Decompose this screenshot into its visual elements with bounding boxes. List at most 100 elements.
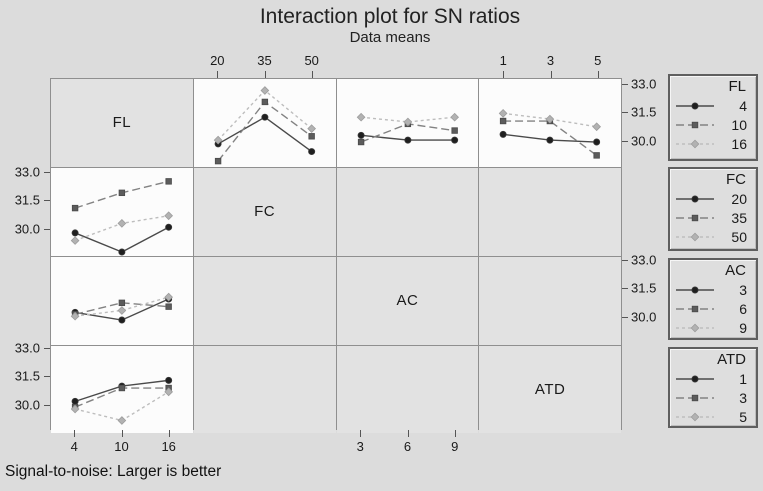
y-axis-label-right: 31.5 — [631, 104, 657, 120]
x-axis-label-top: 20 — [210, 53, 225, 68]
x-axis-tick — [503, 71, 505, 78]
panel-FL-vs-AC — [336, 79, 479, 167]
chart-title: Interaction plot for SN ratios — [259, 5, 521, 28]
panel-ATD-vs-FL — [51, 345, 193, 434]
legend-item: 5 — [674, 407, 750, 426]
x-axis-label-bottom: 9 — [451, 439, 459, 454]
y-axis-tick — [44, 171, 50, 173]
x-axis-tick — [168, 430, 170, 437]
empty-cell — [336, 167, 479, 256]
legend-item-label: 6 — [739, 300, 747, 317]
x-axis-tick — [360, 430, 362, 437]
panel-FC-vs-FL — [51, 167, 193, 256]
diagonal-cell-AC: AC — [336, 256, 479, 345]
legend-line-sample-icon — [676, 286, 714, 293]
diagonal-cell-FC: FC — [193, 167, 336, 256]
x-axis-label-bottom: 16 — [161, 439, 176, 454]
legend-title: FC — [726, 171, 746, 188]
x-axis-tick — [597, 71, 599, 78]
x-axis-tick — [264, 71, 266, 78]
legend-item-label: 35 — [731, 209, 747, 226]
legend-item: 3 — [674, 388, 750, 407]
x-axis-label-top: 1 — [499, 53, 507, 68]
legend-item: 50 — [674, 227, 750, 246]
y-axis-label-right: 30.0 — [631, 309, 657, 325]
legend-item-label: 20 — [731, 190, 747, 207]
x-axis-label-top: 5 — [594, 53, 602, 68]
legend-item: 20 — [674, 189, 750, 208]
legend-item: 4 — [674, 96, 750, 115]
legend-line-sample-icon — [676, 394, 714, 401]
legend-item: 9 — [674, 318, 750, 337]
x-axis-label-bottom: 3 — [356, 439, 364, 454]
y-axis-label-left: 31.5 — [14, 368, 40, 384]
legend-item-label: 3 — [739, 281, 747, 298]
empty-cell — [336, 345, 479, 434]
y-axis-tick — [622, 288, 628, 290]
y-axis-tick — [622, 112, 628, 114]
legend-item: 3 — [674, 280, 750, 299]
y-axis-label-left: 33.0 — [14, 164, 40, 180]
legend-ATD: ATD 1 3 5 — [668, 347, 758, 428]
x-axis-tick — [550, 71, 552, 78]
legend-line-sample-icon — [676, 139, 714, 148]
y-axis-label-right: 33.0 — [631, 252, 657, 268]
y-axis-tick — [622, 259, 628, 261]
y-axis-label-right: 33.0 — [631, 76, 657, 92]
x-axis-label-bottom: 6 — [403, 439, 412, 454]
x-axis-label-top: 50 — [304, 53, 319, 68]
factor-label: AC — [396, 292, 419, 310]
legend-line-sample-icon — [676, 121, 714, 128]
panel-FL-vs-ATD — [479, 79, 621, 167]
y-axis-tick — [622, 141, 628, 143]
legend-item: 35 — [674, 208, 750, 227]
x-axis-tick — [454, 430, 456, 437]
empty-cell — [193, 256, 336, 345]
legend-title: FL — [728, 78, 746, 95]
y-axis-label-left: 31.5 — [14, 192, 40, 208]
y-axis-tick — [44, 347, 50, 349]
x-axis-label-top: 3 — [546, 53, 555, 68]
legend-item-label: 3 — [739, 389, 747, 406]
legend-title: ATD — [717, 351, 746, 368]
legend-item-label: 9 — [739, 319, 747, 336]
y-axis-label-right: 31.5 — [631, 280, 657, 296]
x-axis-label-bottom: 4 — [70, 439, 78, 454]
y-axis-label-left: 30.0 — [14, 221, 40, 237]
interaction-lines-AC-vs-FL — [70, 292, 174, 324]
legend-item-label: 16 — [731, 135, 747, 152]
x-axis-tick — [407, 430, 409, 437]
legend-title: AC — [725, 262, 746, 279]
y-axis-tick — [622, 317, 628, 319]
panel-AC-vs-FL — [51, 256, 193, 345]
y-axis-tick — [44, 405, 50, 407]
legend-line-sample-icon — [676, 323, 714, 332]
x-axis-tick — [121, 430, 123, 437]
legend-line-sample-icon — [676, 305, 714, 312]
chart-subtitle: Data means — [349, 29, 431, 46]
diagonal-cell-FL: FL — [51, 79, 193, 167]
legend-line-sample-icon — [676, 214, 714, 221]
y-axis-tick — [44, 229, 50, 231]
interaction-lines-FC-vs-FL — [70, 178, 174, 256]
x-axis-label-bottom: 10 — [114, 439, 129, 454]
y-axis-tick — [44, 200, 50, 202]
legend-item-label: 10 — [731, 116, 747, 133]
empty-cell — [193, 345, 336, 434]
legend-item-label: 4 — [739, 97, 747, 114]
legend-line-sample-icon — [676, 195, 714, 202]
x-axis-tick — [217, 71, 219, 78]
panel-matrix: FL FC AC ATD — [50, 78, 622, 434]
legend-item-label: 5 — [739, 408, 747, 425]
empty-cell — [479, 167, 621, 256]
legend-item: 6 — [674, 299, 750, 318]
legend-line-sample-icon — [676, 102, 714, 109]
legend-FL: FL 4 10 16 — [668, 74, 758, 161]
interaction-lines-FL-vs-ATD — [498, 109, 602, 159]
y-axis-label-left: 30.0 — [14, 397, 40, 413]
legend-line-sample-icon — [676, 412, 714, 421]
legend-item: 1 — [674, 369, 750, 388]
x-axis-tick — [74, 430, 76, 437]
y-axis-label-right: 30.0 — [631, 133, 657, 149]
